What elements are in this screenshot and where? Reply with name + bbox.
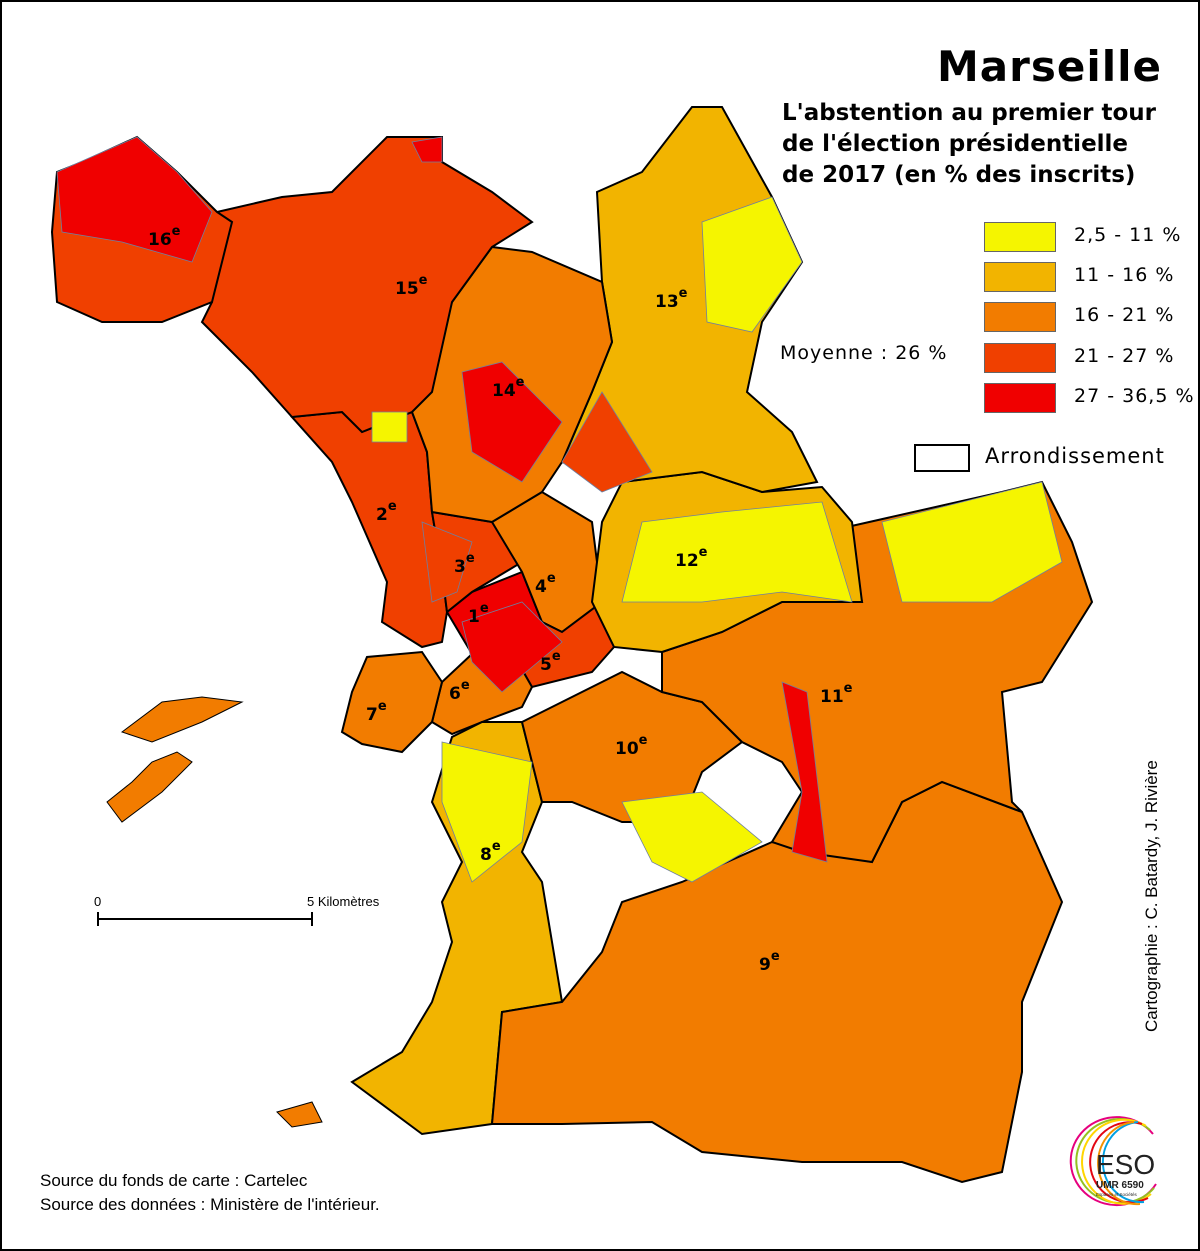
source-data: Source des données : Ministère de l'inté… — [40, 1195, 380, 1214]
mean-value: Moyenne : 26 % — [780, 342, 948, 364]
legend-item: 2,5 - 11 % — [984, 222, 1180, 252]
source-basemap: Source du fonds de carte : Cartelec — [40, 1171, 308, 1190]
subtitle-line: L'abstention au premier tour — [782, 100, 1157, 126]
legend-item: 27 - 36,5 % — [984, 383, 1194, 413]
svg-text:Espaces et Sociétés: Espaces et Sociétés — [1096, 1192, 1138, 1197]
cartography-credit: Cartographie : C. Batardy, J. Rivière — [1142, 760, 1161, 1032]
district-patch — [461, 361, 563, 483]
legend-label: 27 - 36,5 % — [1074, 385, 1195, 407]
scale-bar: 0 5 Kilomètres — [94, 894, 380, 926]
legend-label: 16 - 21 % — [1074, 304, 1175, 326]
map-subtitle: L'abstention au premier tour de l'électi… — [782, 98, 1162, 191]
district-patch — [881, 481, 1063, 603]
arrondissement-7 — [340, 650, 444, 754]
district-patch — [621, 791, 763, 883]
map-title: Marseille — [936, 42, 1162, 91]
arrondissement-13 — [560, 106, 819, 494]
district-patch — [411, 136, 443, 163]
district-patch — [441, 741, 533, 883]
svg-text:ESO: ESO — [1096, 1149, 1155, 1180]
legend-label: 21 - 27 % — [1074, 345, 1175, 367]
legend-swatch — [984, 302, 1056, 332]
legend-item: 11 - 16 % — [984, 262, 1173, 292]
legend-label: 2,5 - 11 % — [1074, 224, 1182, 246]
legend-swatch — [984, 222, 1056, 252]
island — [106, 751, 193, 823]
district-patch — [56, 136, 213, 263]
island — [120, 696, 244, 743]
island — [276, 1101, 323, 1128]
arrondissement-swatch — [914, 444, 970, 472]
district-patch — [461, 601, 563, 693]
legend-item: 21 - 27 % — [984, 343, 1173, 373]
eso-logo: ESO UMR 6590 Espaces et Sociétés — [1069, 1116, 1157, 1207]
arrondissement-15 — [200, 136, 534, 434]
legend-item: 16 - 21 % — [984, 302, 1173, 332]
district-patch — [781, 681, 828, 863]
district-patch — [701, 196, 803, 333]
legend-swatch — [984, 343, 1056, 373]
district-patch — [621, 501, 853, 603]
svg-text:UMR 6590: UMR 6590 — [1096, 1180, 1144, 1191]
district-patch — [561, 391, 653, 493]
scale-start: 0 — [94, 894, 101, 909]
district-patch — [421, 521, 473, 603]
scale-end: 5 Kilomètres — [307, 894, 380, 909]
legend-swatch — [984, 262, 1056, 292]
arrondissement-label: Arrondissement — [985, 444, 1165, 468]
legend-swatch — [984, 383, 1056, 413]
district-patch — [371, 411, 408, 443]
subtitle-line: de l'élection présidentielle — [782, 131, 1129, 157]
subtitle-line: de 2017 (en % des inscrits) — [782, 162, 1136, 188]
legend-label: 11 - 16 % — [1074, 264, 1175, 286]
